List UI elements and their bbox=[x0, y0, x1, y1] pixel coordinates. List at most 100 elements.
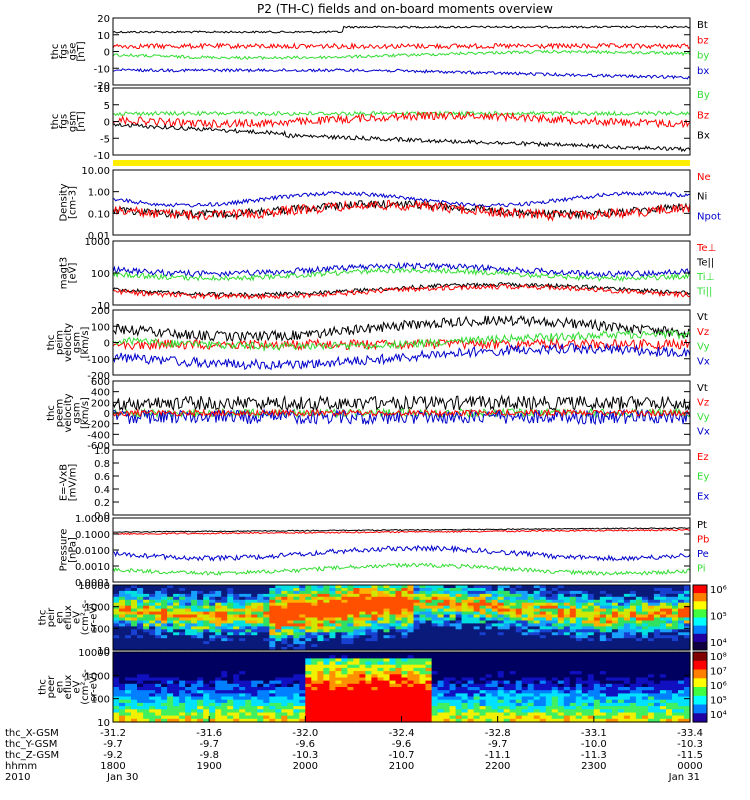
heatmap-cell bbox=[449, 632, 457, 636]
heatmap-cell bbox=[557, 635, 565, 639]
heatmap-cell bbox=[323, 614, 330, 619]
heatmap-cell bbox=[305, 712, 312, 717]
heatmap-cell bbox=[293, 667, 300, 672]
heatmap-cell bbox=[365, 585, 372, 589]
heatmap-cell bbox=[365, 602, 372, 607]
heatmap-cell bbox=[155, 647, 162, 651]
heatmap-cell bbox=[563, 588, 571, 592]
heatmap-cell bbox=[167, 699, 174, 704]
heatmap-cell bbox=[137, 620, 144, 625]
heatmap-cell bbox=[467, 635, 475, 639]
heatmap-cell bbox=[353, 655, 360, 659]
heatmap-cell bbox=[341, 632, 348, 636]
heatmap-cell bbox=[653, 596, 661, 601]
heatmap-cell bbox=[239, 712, 246, 717]
heatmap-cell bbox=[227, 590, 234, 595]
heatmap-cell bbox=[521, 590, 529, 595]
heatmap-cell bbox=[659, 590, 667, 595]
panel-frame bbox=[112, 449, 691, 516]
heatmap-cell bbox=[143, 718, 150, 723]
heatmap-cell bbox=[455, 652, 463, 656]
heatmap-cell bbox=[503, 599, 511, 604]
heatmap-cell bbox=[311, 620, 318, 625]
heatmap-cell bbox=[647, 588, 655, 592]
heatmap-cell bbox=[335, 693, 342, 698]
heatmap-cell bbox=[179, 644, 186, 648]
heatmap-cell bbox=[155, 644, 162, 648]
heatmap-cell bbox=[377, 608, 385, 613]
heatmap-cell bbox=[545, 644, 553, 648]
heatmap-cell bbox=[497, 588, 505, 592]
heatmap-cell bbox=[407, 629, 415, 633]
heatmap-cell bbox=[113, 667, 120, 672]
heatmap-cell bbox=[455, 693, 463, 698]
heatmap-cell bbox=[197, 620, 204, 625]
heatmap-cell bbox=[305, 658, 312, 663]
heatmap-cell bbox=[209, 652, 216, 656]
heatmap-cell bbox=[173, 593, 180, 598]
heatmap-cell bbox=[419, 617, 427, 622]
heatmap-cell bbox=[557, 588, 565, 592]
heatmap-cell bbox=[173, 715, 180, 720]
heatmap-cell bbox=[125, 590, 132, 595]
heatmap-cell bbox=[347, 611, 354, 616]
heatmap-cell bbox=[563, 585, 571, 589]
heatmap-cell bbox=[209, 629, 216, 633]
heatmap-cell bbox=[275, 593, 282, 598]
heatmap-cell bbox=[623, 699, 631, 704]
heatmap-cell bbox=[539, 585, 547, 589]
y-axis-label: thcpeemvelocitygsm[km/s] bbox=[46, 393, 91, 432]
heatmap-cell bbox=[684, 690, 691, 694]
heatmap-cell bbox=[551, 667, 559, 672]
heatmap-cell bbox=[575, 614, 583, 619]
x-tick-label: 2100 bbox=[389, 761, 414, 772]
heatmap-cell bbox=[539, 611, 547, 616]
trace-vy bbox=[112, 329, 691, 353]
heatmap-cell bbox=[245, 667, 252, 672]
heatmap-cell bbox=[569, 674, 577, 679]
y-axis-label-line: [km/s] bbox=[80, 326, 91, 358]
heatmap-cell bbox=[149, 658, 156, 663]
heatmap-cell bbox=[245, 706, 252, 710]
heatmap-cell bbox=[647, 596, 655, 601]
heatmap-cell bbox=[419, 715, 427, 720]
heatmap-cell bbox=[593, 617, 601, 622]
heatmap-cell bbox=[485, 696, 493, 701]
heatmap-cell bbox=[245, 690, 252, 694]
heatmap-cell bbox=[617, 638, 625, 642]
y-axis-label-line: thc bbox=[38, 610, 49, 626]
heatmap-cell bbox=[305, 638, 312, 642]
heatmap-cell bbox=[137, 696, 144, 701]
heatmap-cell bbox=[455, 620, 463, 625]
heatmap-cell bbox=[341, 683, 348, 688]
y-tick-label: 0.0 bbox=[94, 511, 110, 522]
heatmap-cell bbox=[311, 702, 318, 707]
heatmap-cell bbox=[497, 626, 505, 630]
heatmap-cell bbox=[383, 712, 391, 717]
heatmap-cell bbox=[311, 712, 318, 717]
heatmap-cell bbox=[281, 632, 288, 636]
heatmap-cell bbox=[491, 652, 499, 656]
heatmap-cell bbox=[227, 712, 234, 717]
heatmap-cell bbox=[659, 712, 667, 717]
heatmap-cell bbox=[293, 699, 300, 704]
heatmap-cell bbox=[335, 602, 342, 607]
heatmap-cell bbox=[167, 658, 174, 663]
heatmap-cell bbox=[257, 632, 264, 636]
heatmap-cell bbox=[419, 602, 427, 607]
heatmap-cell bbox=[149, 680, 156, 685]
heatmap-cell bbox=[185, 680, 192, 685]
heatmap-cell bbox=[635, 664, 643, 669]
heatmap-cell bbox=[629, 709, 637, 714]
heatmap-cell bbox=[407, 638, 415, 642]
heatmap-cell bbox=[617, 617, 625, 622]
heatmap-cell bbox=[599, 664, 607, 669]
heatmap-cell bbox=[209, 593, 216, 598]
heatmap-cell bbox=[666, 632, 673, 636]
heatmap-cell bbox=[593, 658, 601, 663]
heatmap-cell bbox=[539, 593, 547, 598]
heatmap-cell bbox=[485, 620, 493, 625]
x-tick-label: -11.5 bbox=[677, 750, 703, 761]
heatmap-cell bbox=[365, 623, 372, 627]
heatmap-cell bbox=[401, 715, 409, 720]
